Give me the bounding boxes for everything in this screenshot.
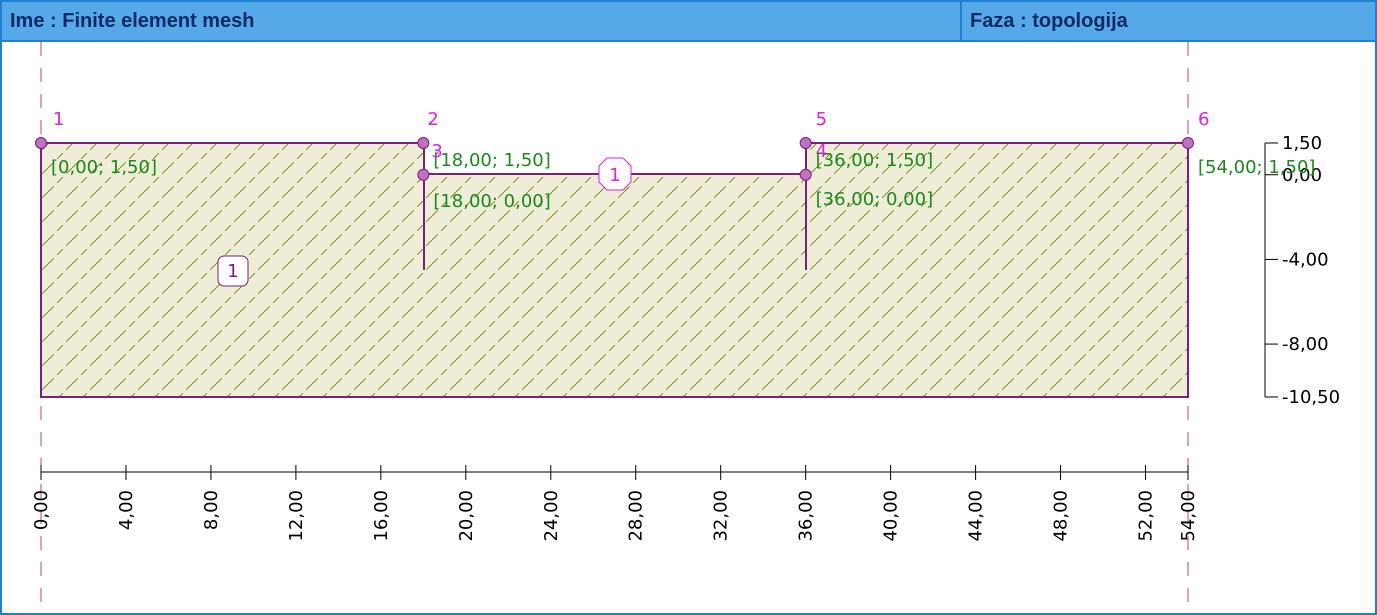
node bbox=[417, 168, 430, 181]
x-tick-label: 32,00 bbox=[711, 490, 732, 542]
x-tick-label: 48,00 bbox=[1051, 490, 1072, 542]
node-number: 2 bbox=[427, 109, 438, 130]
node-number: 6 bbox=[1198, 109, 1209, 130]
x-tick-label: 12,00 bbox=[286, 490, 307, 542]
x-tick-label: 4,00 bbox=[116, 490, 137, 530]
y-tick-label: -8,00 bbox=[1282, 334, 1329, 355]
region-badge bbox=[217, 255, 249, 287]
node bbox=[35, 137, 47, 149]
x-tick-label: 54,00 bbox=[1178, 490, 1199, 542]
title: Ime : Finite element mesh bbox=[10, 10, 255, 32]
divider bbox=[960, 2, 962, 40]
x-tick-label: 0,00 bbox=[31, 490, 52, 530]
y-tick-label: 1,50 bbox=[1282, 133, 1322, 154]
node-number: 4 bbox=[816, 141, 827, 162]
node-coords: [18,00; 0,00] bbox=[433, 191, 550, 212]
node bbox=[799, 137, 812, 149]
x-tick-label: 40,00 bbox=[881, 490, 902, 542]
region-badge bbox=[598, 157, 632, 191]
y-tick-label: 0,00 bbox=[1282, 165, 1322, 186]
node-coords: [36,00; 0,00] bbox=[816, 189, 933, 210]
node-coords: [0,00; 1,50] bbox=[51, 157, 157, 178]
phase: Faza : topologija bbox=[970, 10, 1128, 32]
header: Ime : Finite element mesh Faza : topolog… bbox=[2, 2, 1375, 42]
x-tick-label: 20,00 bbox=[456, 490, 477, 542]
x-tick-label: 16,00 bbox=[371, 490, 392, 542]
x-tick-label: 8,00 bbox=[201, 490, 222, 530]
region-label: 1 bbox=[609, 165, 620, 186]
x-tick-label: 36,00 bbox=[796, 490, 817, 542]
node-coords: [18,00; 1,50] bbox=[433, 150, 550, 171]
region-label: 1 bbox=[227, 261, 238, 282]
node bbox=[799, 168, 812, 181]
node bbox=[1182, 137, 1194, 149]
node-number: 3 bbox=[431, 141, 442, 162]
node-number: 5 bbox=[816, 109, 827, 130]
y-tick-label: -10,50 bbox=[1282, 387, 1340, 408]
y-tick-label: -4,00 bbox=[1282, 249, 1329, 270]
x-tick-label: 24,00 bbox=[541, 490, 562, 542]
node-coords: [36,00; 1,50] bbox=[816, 150, 933, 171]
x-tick-label: 52,00 bbox=[1136, 490, 1157, 542]
x-tick-label: 28,00 bbox=[626, 490, 647, 542]
node-coords: [54,00; 1,50] bbox=[1198, 157, 1315, 178]
node-number: 1 bbox=[53, 109, 64, 130]
x-tick-label: 44,00 bbox=[966, 490, 987, 542]
node bbox=[417, 137, 430, 149]
